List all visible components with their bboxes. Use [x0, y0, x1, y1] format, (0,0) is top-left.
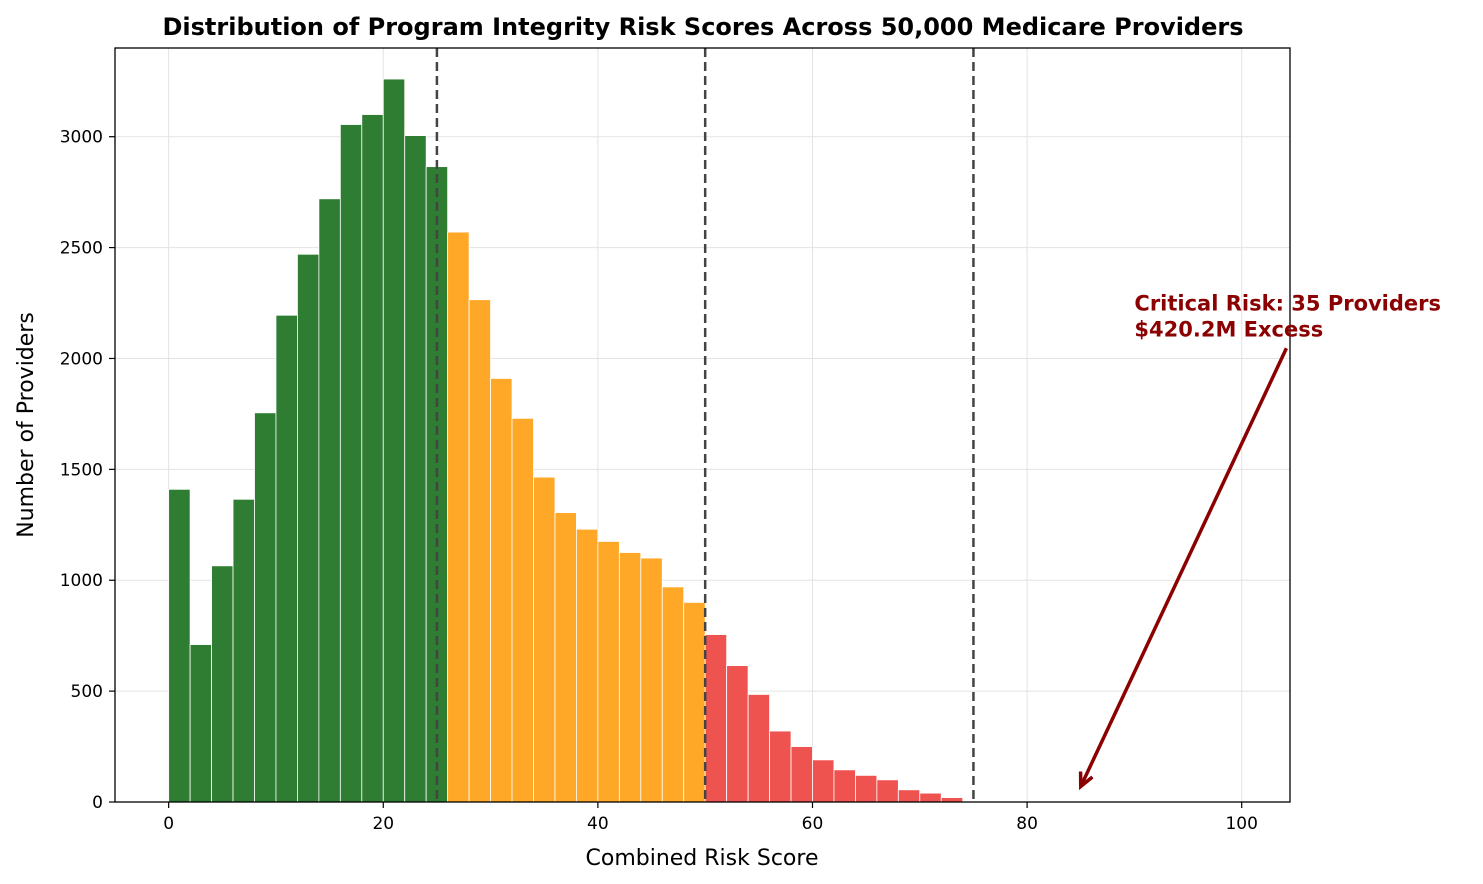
x-tick-label: 40: [587, 814, 609, 834]
histogram-bar: [876, 779, 899, 803]
histogram-bar: [511, 417, 534, 803]
histogram-bar: [447, 231, 470, 803]
x-axis-label: Combined Risk Score: [586, 846, 819, 871]
x-tick-label: 0: [163, 814, 174, 834]
histogram-bar: [683, 602, 706, 803]
annotation-arrowhead: [1078, 771, 1094, 791]
histogram-bar: [640, 557, 663, 803]
histogram-bar: [339, 124, 363, 803]
histogram-bar: [726, 665, 749, 803]
y-axis-label: Number of Providers: [14, 312, 39, 538]
y-axis-ticks: 0 500 1000 1500 2000 2500 3000: [60, 128, 115, 813]
y-tick-label: 2500: [60, 239, 103, 259]
histogram-bar: [747, 694, 770, 803]
histogram-bar: [533, 476, 556, 803]
y-tick-label: 0: [92, 793, 103, 813]
histogram-bar: [597, 541, 620, 803]
histogram-bar: [618, 552, 642, 803]
histogram-bar: [940, 797, 964, 803]
histogram-bar: [790, 746, 813, 803]
histogram-bar: [812, 759, 835, 803]
histogram-bar: [189, 644, 212, 803]
y-tick-label: 2000: [60, 349, 103, 369]
histogram-bar: [704, 634, 728, 803]
histogram-bar: [769, 730, 792, 803]
histogram-bar: [661, 586, 685, 803]
histogram-bar: [919, 792, 942, 803]
histogram-bar: [554, 512, 577, 803]
x-tick-label: 100: [1225, 814, 1257, 834]
histogram-bar: [318, 198, 341, 803]
histogram-bar: [168, 488, 191, 803]
y-tick-label: 3000: [60, 128, 103, 148]
y-tick-label: 1000: [60, 571, 103, 591]
annotation-line-1: Critical Risk: 35 Providers: [1134, 291, 1441, 315]
histogram-bar: [382, 78, 406, 803]
chart-title: Distribution of Program Integrity Risk S…: [162, 13, 1243, 41]
histogram-bar: [897, 789, 921, 803]
histogram-bar: [297, 253, 320, 803]
annotation-arrow: [1079, 347, 1288, 788]
histogram-bar: [211, 565, 234, 803]
histogram-bar: [855, 774, 878, 803]
annotation-line-2: $420.2M Excess: [1134, 317, 1323, 341]
y-tick-label: 500: [71, 682, 103, 702]
y-tick-label: 1500: [60, 460, 103, 480]
x-tick-label: 20: [372, 814, 394, 834]
x-axis-ticks: 0 20 40 60 80 100: [163, 802, 1258, 834]
x-tick-label: 60: [802, 814, 824, 834]
plot-frame: [114, 47, 1291, 803]
x-tick-label: 80: [1016, 814, 1038, 834]
critical-risk-annotation: Critical Risk: 35 Providers $420.2M Exce…: [1078, 291, 1441, 791]
histogram-bar: [275, 314, 298, 803]
histogram-bar: [490, 378, 513, 803]
histogram-bar: [361, 114, 384, 803]
histogram-bar: [232, 498, 255, 803]
histogram-bar: [404, 135, 427, 803]
histogram-bar: [254, 412, 277, 803]
histogram-bars: [168, 78, 964, 803]
histogram-bar: [576, 528, 599, 803]
histogram-bar: [833, 769, 856, 803]
histogram-bar: [468, 299, 491, 803]
